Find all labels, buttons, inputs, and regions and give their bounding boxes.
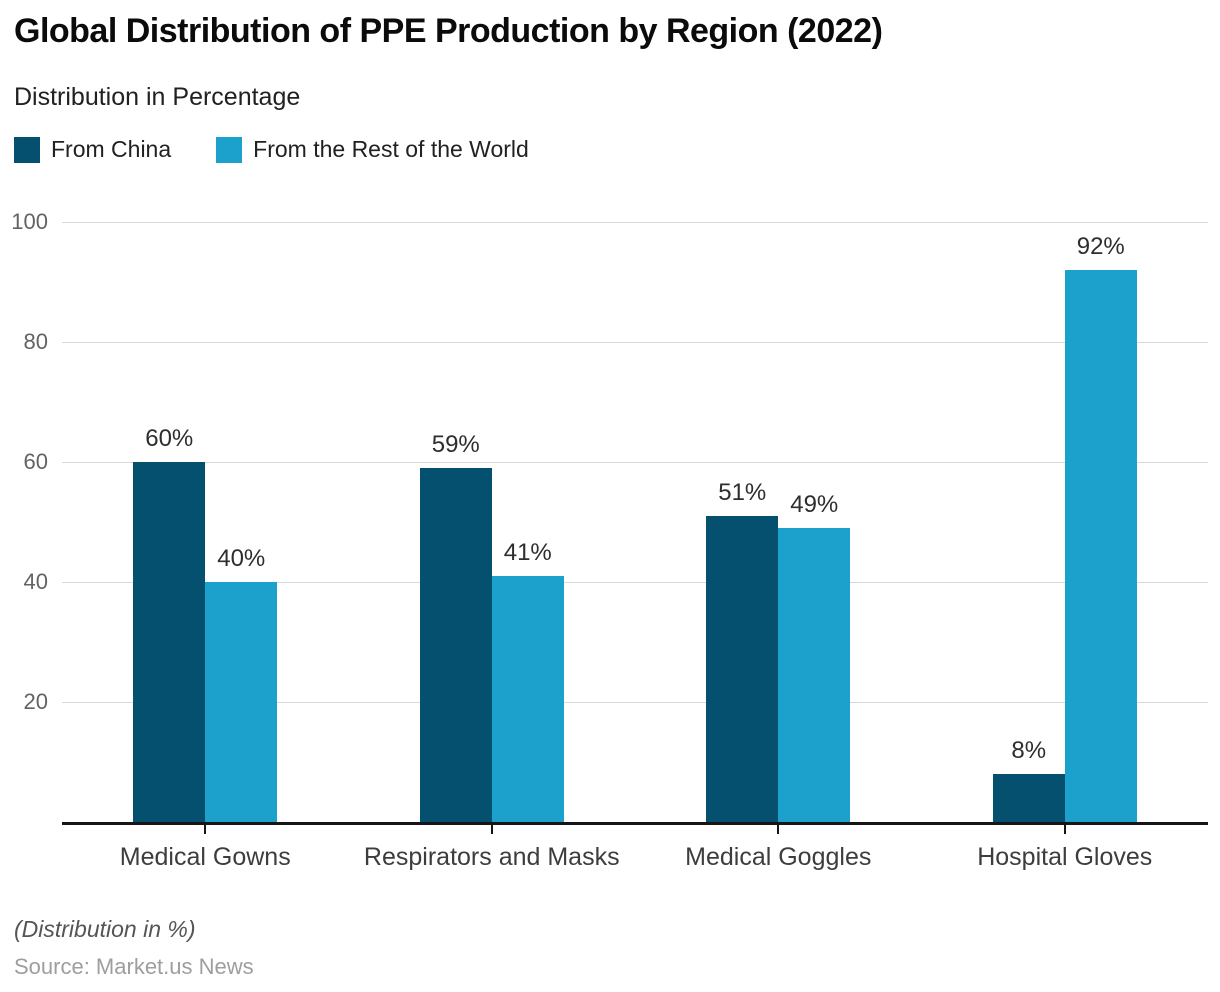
gridline xyxy=(62,462,1208,463)
source-note: Source: Market.us News xyxy=(14,954,254,979)
y-tick-label: 20 xyxy=(23,689,48,714)
gridline xyxy=(62,702,1208,703)
chart-title: Global Distribution of PPE Production by… xyxy=(14,12,883,50)
x-category-label: Medical Goggles xyxy=(685,843,872,871)
legend-item-china: From China xyxy=(14,136,171,163)
y-axis-labels: 20 40 60 80 100 xyxy=(0,210,48,822)
bar-value-label: 40% xyxy=(217,545,266,572)
y-tick-label: 80 xyxy=(23,329,48,354)
gridline xyxy=(62,342,1208,343)
bar-value-label: 92% xyxy=(1076,233,1125,260)
bar-rest-of-world: 49% xyxy=(778,491,851,822)
legend-swatch-rest-of-world-icon xyxy=(216,136,243,163)
x-axis-tick xyxy=(490,822,493,834)
bar-value-label: 49% xyxy=(790,491,839,518)
bar-value-label: 51% xyxy=(718,479,767,506)
x-axis-tick xyxy=(1063,822,1066,834)
bar-rest-of-world: 40% xyxy=(205,545,278,822)
bar-value-label: 60% xyxy=(145,425,194,452)
bar-value-label: 8% xyxy=(1011,737,1047,764)
bar-china: 60% xyxy=(133,425,206,822)
x-category-label: Respirators and Masks xyxy=(363,843,620,871)
x-category-label: Medical Gowns xyxy=(119,843,291,871)
x-category-label: Hospital Gloves xyxy=(977,843,1153,871)
gridline xyxy=(62,582,1208,583)
axis-unit-note: (Distribution in %) xyxy=(14,916,196,942)
bar-china: 51% xyxy=(706,479,779,822)
x-axis-tick xyxy=(777,822,780,834)
legend-label-rest-of-world: From the Rest of the World xyxy=(253,136,529,162)
legend: From China From the Rest of the World xyxy=(14,136,529,163)
bar-china: 59% xyxy=(419,431,492,822)
bar-china: 8% xyxy=(992,737,1065,822)
legend-item-rest-of-world: From the Rest of the World xyxy=(216,136,529,163)
legend-label-china: From China xyxy=(51,136,172,162)
x-axis-tick xyxy=(204,822,207,834)
y-tick-label: 60 xyxy=(23,449,48,474)
plot-area: 60% 40% Medical Gowns 59% 41% Respirators and… xyxy=(62,222,1208,871)
y-tick-label: 40 xyxy=(23,569,48,594)
bar-rest-of-world: 92% xyxy=(1064,233,1137,822)
gridline xyxy=(62,222,1208,223)
chart-subtitle: Distribution in Percentage xyxy=(14,83,301,111)
y-tick-label: 100 xyxy=(11,209,48,234)
bar-value-label: 41% xyxy=(503,539,552,566)
bar-value-label: 59% xyxy=(431,431,480,458)
legend-swatch-china-icon xyxy=(14,136,40,163)
bar-rest-of-world: 41% xyxy=(491,539,564,822)
